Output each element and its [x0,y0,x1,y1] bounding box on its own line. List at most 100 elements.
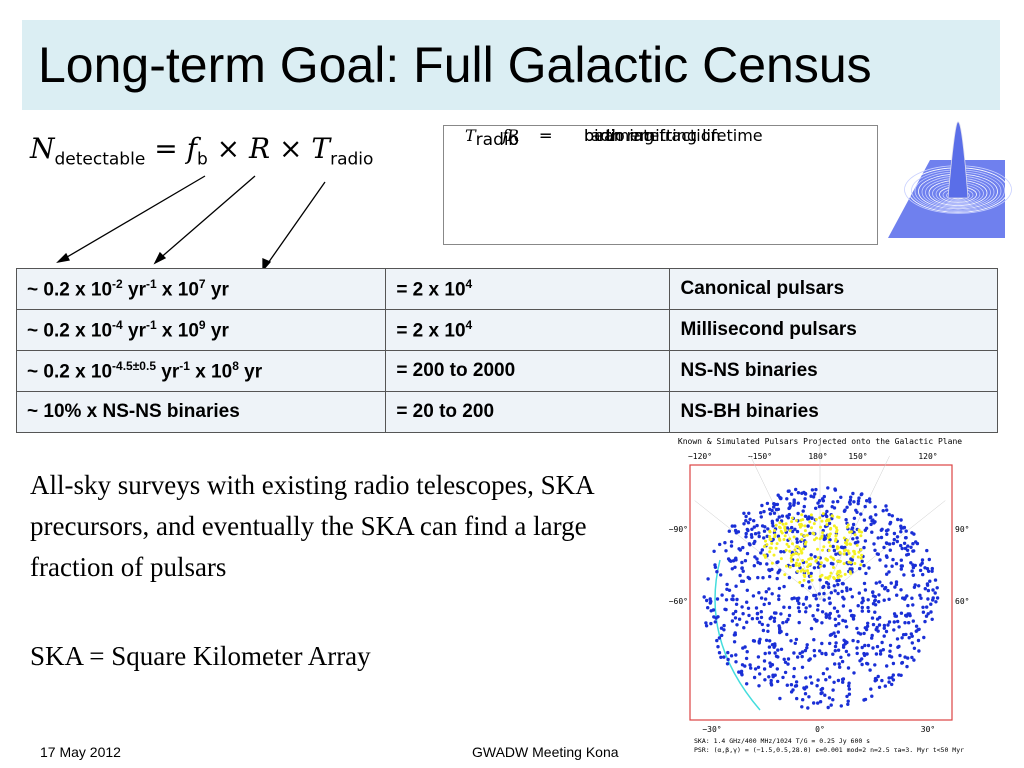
known-pulsar-dot [782,538,786,541]
known-pulsar-dot [836,575,840,579]
pulsar-dot [899,558,903,562]
pulsar-dot [796,606,801,610]
pulsar-dot [897,673,901,677]
pulsar-dot [912,646,917,650]
known-pulsar-dot [853,552,857,556]
pulsar-dot [816,701,820,705]
pulsar-dot [779,612,783,616]
pulsar-dot [790,525,794,530]
axis-label: 120° [918,452,937,461]
pulsar-dot [839,704,843,708]
pulsar-dot [895,539,899,544]
pulsar-dot [917,649,921,653]
pulsar-dot [742,511,746,515]
pulsar-dot [860,492,864,496]
pulsar-dot [903,621,907,625]
cell-text: ~ 0.2 x 10 [27,279,113,301]
known-pulsar-dot [779,557,783,561]
pulsar-dot [808,604,812,608]
pulsar-dot [806,524,810,528]
pulsar-dot [815,684,819,688]
pulsar-dot [869,687,873,691]
pulsar-dot [925,605,929,609]
pulsar-dot [915,541,920,546]
pulsar-dot [885,572,889,576]
pulsar-dot [716,645,720,649]
pulsar-dot [779,629,783,634]
pulsar-dot [751,639,756,643]
pulsar-dot [841,680,845,684]
known-pulsar-dot [825,518,829,522]
pulsar-dot [821,671,826,676]
pulsar-dot [740,566,744,570]
pulsar-dot [739,669,744,673]
pulsar-dot [863,697,868,702]
known-pulsar-dot [762,545,766,548]
known-pulsar-dot [847,551,851,555]
pulsar-dot [760,503,764,508]
pulsar-dot [804,610,808,614]
pulsar-dot [804,676,808,680]
known-pulsar-dot [805,560,808,564]
pulsar-dot [768,512,773,516]
pulsar-dot [886,528,890,532]
pulsar-dot [910,641,914,645]
known-pulsar-dot [834,538,838,542]
pulsar-dot [727,558,732,562]
pulsar-dot [766,629,770,633]
pulsar-dot [912,532,916,536]
slide-title: Long-term Goal: Full Galactic Census [22,20,1000,110]
pulsar-dot [909,561,913,565]
known-pulsar-dot [809,574,813,578]
pulsar-dot [844,518,848,522]
pulsar-dot [746,521,751,525]
pulsar-dot [796,655,800,659]
pulsar-dot [811,495,816,499]
pulsar-dot [740,673,744,677]
cell-text: yr [205,279,229,301]
arrow-head [153,251,167,265]
pulsar-dot [810,516,814,520]
symbol-letter: R [506,126,519,145]
pulsar-dot [930,617,934,621]
pulsar-dot [849,613,854,618]
known-pulsar-dot [796,545,800,549]
pulsar-dot [871,590,875,595]
pulsar-dot [899,524,903,528]
pulsar-dot [786,657,791,661]
pulsar-dot [828,601,832,605]
pulsar-dot [834,623,838,628]
pulsar-dot [794,680,799,684]
known-pulsar-dot [810,526,813,530]
pulsar-dot [706,606,710,610]
superscript: 8 [232,358,239,373]
known-pulsar-dot [819,564,823,568]
known-pulsar-dot [778,525,781,529]
known-pulsar-dot [768,537,772,541]
pulsar-dot [813,617,817,621]
cell-text: ~ 0.2 x 10 [27,320,113,342]
pulsar-dot [795,537,799,541]
pulsar-dot [768,664,773,668]
pulsar-dot [910,596,914,600]
known-pulsar-dot [846,549,850,553]
pulsar-dot [911,563,915,567]
pulsar-dot [863,588,868,592]
pulsar-dot [770,592,774,596]
pulsar-dot [893,585,897,589]
pulsar-dot [785,683,789,687]
pulsar-dot [897,644,901,649]
pulsar-dot [931,588,935,592]
definition-box: fb = beaming fraction R = birth rate Tradio = ra… [443,125,878,245]
known-pulsar-dot [790,516,794,520]
pulsar-dot [812,701,816,705]
pulsar-dot [824,651,828,656]
pulsar-dot [827,696,832,700]
pulsar-dot [783,660,788,664]
pulsar-dot [911,565,916,570]
pulsar-dot [844,649,849,654]
pulsar-dot [899,518,903,522]
known-pulsar-dot [783,534,787,538]
pulsar-dot [855,626,859,631]
pulsar-dot [735,623,739,627]
